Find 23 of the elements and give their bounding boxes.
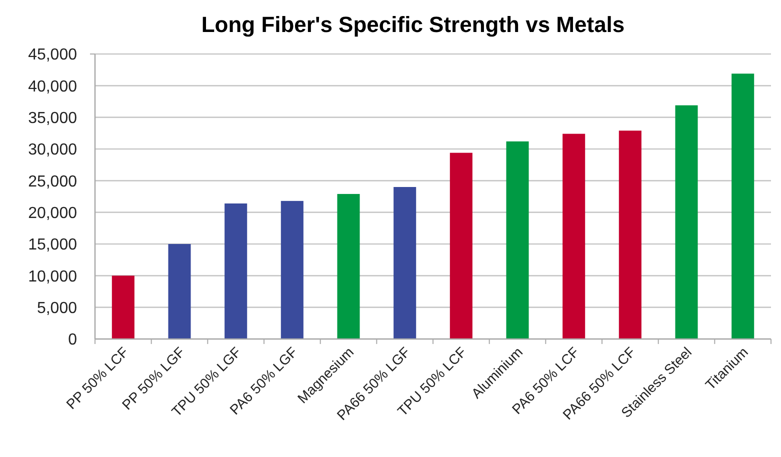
y-tick-label: 5,000 — [36, 300, 78, 317]
bar — [506, 141, 529, 339]
bar — [280, 200, 304, 339]
y-tick-label: 0 — [68, 332, 78, 349]
y-tick-label: 25,000 — [28, 173, 78, 190]
bar — [618, 130, 642, 339]
y-tick-label: 30,000 — [28, 142, 78, 159]
y-tick-label: 20,000 — [28, 204, 78, 222]
bar — [224, 203, 248, 339]
bar — [562, 134, 586, 339]
bar — [675, 105, 698, 339]
y-tick-label: 35,000 — [28, 110, 78, 127]
bar — [732, 74, 754, 339]
bar — [112, 276, 134, 339]
bar — [337, 194, 360, 339]
chart-title: Long Fiber's Specific Strength vs Metals — [201, 12, 625, 37]
y-tick-label: 10,000 — [28, 268, 78, 286]
bar — [450, 152, 472, 339]
bar — [394, 187, 416, 339]
bar — [168, 244, 191, 339]
y-tick-label: 40,000 — [28, 78, 78, 96]
y-tick-label: 15,000 — [28, 236, 78, 254]
y-tick-label: 45,000 — [28, 46, 78, 64]
